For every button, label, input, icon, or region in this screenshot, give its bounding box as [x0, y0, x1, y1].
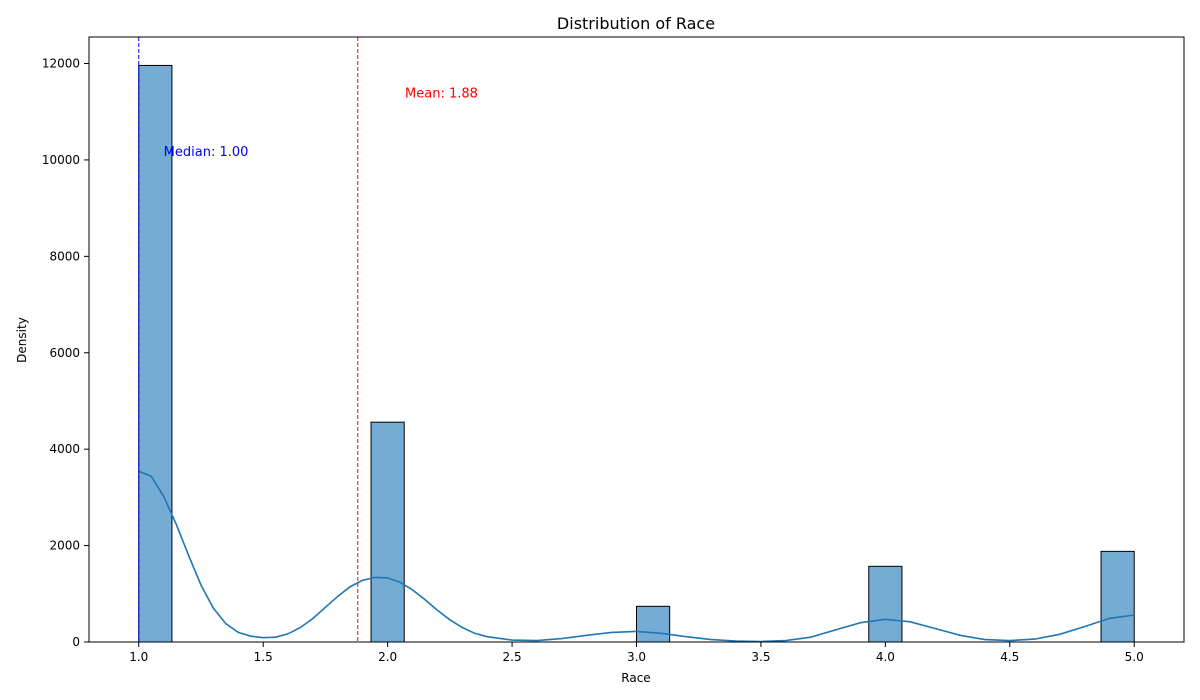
y-axis-label: Density: [15, 317, 29, 363]
histogram-bar-5: [1100, 550, 1135, 643]
x-tick-label-9: 5.0: [1125, 650, 1144, 664]
plot-area: Mean: 1.88 Median: 1.00 1.0 1.5 2.0 2.5 3.0 3.5…: [42, 36, 1185, 664]
x-axis-label: Race: [621, 671, 650, 685]
x-tick-label-1: 1.0: [129, 650, 148, 664]
y-tick-label-2: 2000: [49, 539, 80, 553]
y-tick-label-6: 10000: [42, 153, 80, 167]
annotation-label-1: Mean: 1.88: [405, 86, 478, 101]
y-tick-label-3: 4000: [49, 442, 80, 456]
histogram-bar-2: [370, 421, 405, 643]
y-tick-label-7: 12000: [42, 57, 80, 71]
y-tick-label-1: 0: [72, 635, 80, 649]
x-tick-label-6: 3.5: [751, 650, 770, 664]
x-tick-label-7: 4.0: [876, 650, 895, 664]
x-tick-label-4: 2.5: [503, 650, 522, 664]
x-tick-label-8: 4.5: [1000, 650, 1019, 664]
histogram-bar-3: [636, 605, 671, 643]
x-tick-label-3: 2.0: [378, 650, 397, 664]
kde-curve: [138, 470, 1135, 643]
histogram-bar-4: [868, 565, 903, 643]
x-tick-label-5: 3.0: [627, 650, 646, 664]
chart-title: Distribution of Race: [557, 14, 715, 33]
annotation-label-2: Median: 1.00: [164, 145, 249, 160]
y-tick-label-4: 6000: [49, 346, 80, 360]
histogram-bar-1: [138, 64, 173, 643]
y-tick-label-5: 8000: [49, 249, 80, 263]
x-tick-label-2: 1.5: [254, 650, 273, 664]
